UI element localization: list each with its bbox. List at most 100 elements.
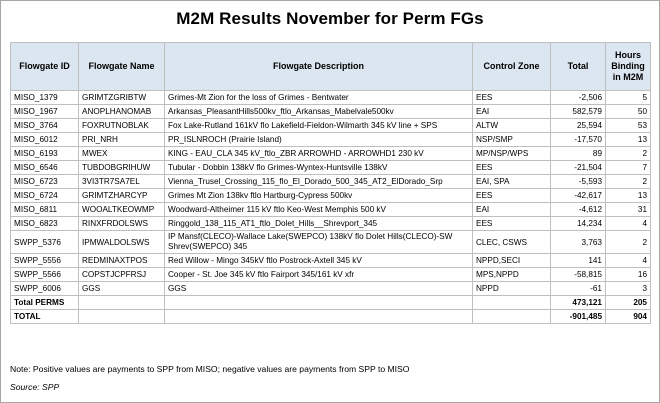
flowgate-name-cell: PRI_NRH <box>78 132 165 147</box>
flowgate-description-cell: IP Mansf(CLECO)-Wallace Lake(SWEPCO) 138… <box>164 230 473 254</box>
table-body: MISO_1379 GRIMTZGRIBTW Grimes-Mt Zion for … <box>10 90 651 324</box>
m2m-results-table: Flowgate ID Flowgate Name Flowgate Descr… <box>10 42 651 324</box>
table-row: MISO_6724 GRIMTZHARCYP Grimes Mt Zion 138k… <box>10 188 651 203</box>
empty-cell <box>164 309 473 324</box>
control-zone-cell: EES <box>472 188 551 203</box>
total-cell: 141 <box>550 253 606 268</box>
control-zone-cell: ALTW <box>472 118 551 133</box>
header-total: Total <box>550 42 606 91</box>
control-zone-cell: MP/NSP/WPS <box>472 146 551 161</box>
total-cell: -2,506 <box>550 90 606 105</box>
table-row: SWPP_5566 COPSTJCPFRSJ Cooper - St. Joe 34… <box>10 267 651 282</box>
hours-binding-cell: 904 <box>605 309 651 324</box>
source-line: Source: SPP <box>10 382 60 392</box>
empty-cell <box>472 309 551 324</box>
table-row: MISO_1379 GRIMTZGRIBTW Grimes-Mt Zion for … <box>10 90 651 105</box>
header-flowgate-description: Flowgate Description <box>164 42 473 91</box>
flowgate-id-cell: SWPP_6006 <box>10 281 79 296</box>
flowgate-id-cell: MISO_6823 <box>10 216 79 231</box>
flowgate-id-cell: SWPP_5376 <box>10 230 79 254</box>
hours-binding-cell: 4 <box>605 253 651 268</box>
total-cell: -21,504 <box>550 160 606 175</box>
table-row: SWPP_5376 IPMWALDOLSWS IP Mansf(CLECO)-Wal… <box>10 230 651 254</box>
control-zone-cell: CLEC, CSWS <box>472 230 551 254</box>
table-row: MISO_6823 RINXFRDOLSWS Ringgold_138_115_AT… <box>10 216 651 231</box>
flowgate-name-cell: GRIMTZGRIBTW <box>78 90 165 105</box>
total-cell: -42,617 <box>550 188 606 203</box>
flowgate-id-cell: MISO_6193 <box>10 146 79 161</box>
flowgate-name-cell: MWEX <box>78 146 165 161</box>
control-zone-cell: EAI, SPA <box>472 174 551 189</box>
flowgate-id-cell: MISO_6546 <box>10 160 79 175</box>
flowgate-description-cell: GGS <box>164 281 473 296</box>
hours-binding-cell: 31 <box>605 202 651 217</box>
header-control-zone: Control Zone <box>472 42 551 91</box>
total-cell: -5,593 <box>550 174 606 189</box>
control-zone-cell: MPS,NPPD <box>472 267 551 282</box>
hours-binding-cell: 3 <box>605 281 651 296</box>
flowgate-name-cell: GRIMTZHARCYP <box>78 188 165 203</box>
flowgate-description-cell: Grimes-Mt Zion for the loss of Grimes - … <box>164 90 473 105</box>
flowgate-id-cell: MISO_6723 <box>10 174 79 189</box>
total-cell: 473,121 <box>550 295 606 310</box>
hours-binding-cell: 13 <box>605 188 651 203</box>
table-title: M2M Results November for Perm FGs <box>176 9 484 28</box>
flowgate-name-cell: 3VI3TR7SA7EL <box>78 174 165 189</box>
total-cell: 89 <box>550 146 606 161</box>
table-row: MISO_3764 FOXRUTNOBLAK Fox Lake-Rutland 16… <box>10 118 651 133</box>
hours-binding-cell: 4 <box>605 216 651 231</box>
flowgate-id-cell: MISO_3764 <box>10 118 79 133</box>
flowgate-description-cell: Cooper - St. Joe 345 kV ftlo Fairport 34… <box>164 267 473 282</box>
total-label-cell: Total PERMS <box>10 295 79 310</box>
total-cell: -58,815 <box>550 267 606 282</box>
header-flowgate-name: Flowgate Name <box>78 42 165 91</box>
flowgate-description-cell: Grimes Mt Zion 138kv ftlo Hartburg-Cypre… <box>164 188 473 203</box>
total-row: TOTAL -901,485 904 <box>10 309 651 324</box>
total-cell: 3,763 <box>550 230 606 254</box>
flowgate-description-cell: KING - EAU_CLA 345 kV_ftlo_ZBR ARROWHD -… <box>164 146 473 161</box>
table-row: MISO_6012 PRI_NRH PR_ISLNROCH (Prairie Isl… <box>10 132 651 147</box>
flowgate-name-cell: FOXRUTNOBLAK <box>78 118 165 133</box>
flowgate-id-cell: MISO_6012 <box>10 132 79 147</box>
header-row: Flowgate ID Flowgate Name Flowgate Descr… <box>10 42 651 91</box>
flowgate-description-cell: PR_ISLNROCH (Prairie Island) <box>164 132 473 147</box>
hours-binding-cell: 2 <box>605 230 651 254</box>
flowgate-description-cell: Red Willow - Mingo 345kV ftlo Postrock-A… <box>164 253 473 268</box>
flowgate-description-cell: Tubular - Dobbin 138kV flo Grimes-Wyntex… <box>164 160 473 175</box>
empty-cell <box>78 309 165 324</box>
flowgate-name-cell: RINXFRDOLSWS <box>78 216 165 231</box>
footnote: Note: Positive values are payments to SP… <box>10 364 410 374</box>
table-row: MISO_1967 ANOPLHANOMAB Arkansas_PleasantHi… <box>10 104 651 119</box>
total-cell: -901,485 <box>550 309 606 324</box>
control-zone-cell: EES <box>472 90 551 105</box>
total-cell: -61 <box>550 281 606 296</box>
empty-cell <box>472 295 551 310</box>
control-zone-cell: NPPD,SECI <box>472 253 551 268</box>
control-zone-cell: EES <box>472 160 551 175</box>
total-cell: 14,234 <box>550 216 606 231</box>
flowgate-name-cell: GGS <box>78 281 165 296</box>
control-zone-cell: EAI <box>472 104 551 119</box>
total-row: Total PERMS 473,121 205 <box>10 295 651 310</box>
total-label-cell: TOTAL <box>10 309 79 324</box>
control-zone-cell: EES <box>472 216 551 231</box>
empty-cell <box>78 295 165 310</box>
control-zone-cell: NPPD <box>472 281 551 296</box>
flowgate-id-cell: MISO_1967 <box>10 104 79 119</box>
hours-binding-cell: 7 <box>605 160 651 175</box>
flowgate-description-cell: Ringgold_138_115_AT1_ftlo_Dolet_Hills__S… <box>164 216 473 231</box>
flowgate-id-cell: MISO_6724 <box>10 188 79 203</box>
hours-binding-cell: 50 <box>605 104 651 119</box>
flowgate-description-cell: Vienna_Trusel_Crossing_115_flo_El_Dorado… <box>164 174 473 189</box>
table-row: MISO_6723 3VI3TR7SA7EL Vienna_Trusel_Cross… <box>10 174 651 189</box>
flowgate-id-cell: SWPP_5556 <box>10 253 79 268</box>
flowgate-name-cell: REDMINAXTPOS <box>78 253 165 268</box>
flowgate-id-cell: MISO_6811 <box>10 202 79 217</box>
table-row: MISO_6811 WOOALTKEOWMP Woodward-Altheimer … <box>10 202 651 217</box>
flowgate-id-cell: MISO_1379 <box>10 90 79 105</box>
flowgate-name-cell: COPSTJCPFRSJ <box>78 267 165 282</box>
table-row: MISO_6546 TUBDOBGRIHUW Tubular - Dobbin 13… <box>10 160 651 175</box>
total-cell: 582,579 <box>550 104 606 119</box>
hours-binding-cell: 5 <box>605 90 651 105</box>
header-hours-binding: Hours Binding in M2M <box>605 42 651 91</box>
